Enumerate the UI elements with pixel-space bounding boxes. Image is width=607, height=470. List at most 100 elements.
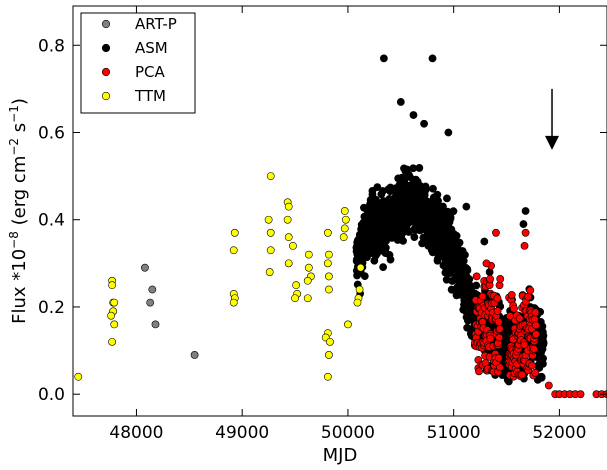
asm-point: [444, 128, 453, 137]
ttm-point: [324, 250, 333, 259]
pca-point: [531, 368, 540, 377]
data-points-layer: [74, 54, 607, 399]
pca-point: [528, 361, 536, 370]
ttm-point: [303, 276, 312, 285]
pca-point: [507, 290, 516, 299]
y-tick-label: 0.2: [38, 298, 65, 318]
asm-point: [434, 196, 442, 205]
pca-point: [531, 308, 540, 317]
pca-point: [494, 318, 503, 326]
x-tick-label: 52000: [532, 423, 586, 443]
pca-point: [493, 294, 502, 303]
ttm-point: [324, 351, 333, 359]
ttm-point: [291, 294, 299, 303]
asm-point: [521, 207, 530, 215]
ttm-point: [292, 281, 301, 290]
ttm-point: [266, 172, 275, 181]
pca-point: [526, 286, 535, 295]
asm-point: [472, 281, 481, 290]
asm-point: [415, 164, 424, 172]
y-tick-label: 0.6: [38, 123, 65, 143]
pca-point: [521, 228, 530, 237]
pca-point: [495, 333, 504, 342]
ttm-point: [341, 215, 350, 224]
ttm-point: [110, 298, 119, 307]
asm-point: [537, 373, 546, 382]
ttm-point: [324, 285, 333, 294]
ttm-point: [284, 259, 293, 268]
pca-point: [495, 325, 504, 333]
art-p-point: [146, 298, 155, 307]
pca-point: [492, 228, 500, 237]
ttm-point: [230, 228, 239, 237]
x-tick-label: 49000: [215, 423, 269, 443]
asm-point: [409, 111, 418, 119]
ttm-point: [264, 215, 273, 224]
asm-point: [462, 202, 471, 211]
arrow-head: [545, 135, 560, 150]
ttm-point: [304, 263, 313, 272]
pca-point: [510, 304, 518, 313]
ttm-point: [324, 272, 333, 281]
y-axis-title-exp3: −1: [7, 105, 21, 123]
ttm-point: [355, 285, 364, 294]
ttm-point: [323, 228, 332, 237]
legend: ART-P ASM PCA TTM: [80, 12, 196, 114]
pca-point: [486, 334, 495, 343]
ttm-point: [74, 372, 83, 381]
asm-point: [539, 331, 548, 340]
asm-point: [396, 98, 405, 106]
pca-point: [482, 259, 491, 268]
pca-point: [515, 314, 524, 323]
x-tick-label: 50000: [321, 423, 375, 443]
legend-marker: [101, 67, 111, 77]
pca-point: [496, 363, 504, 372]
asm-point: [449, 207, 458, 216]
pca-point: [486, 274, 494, 283]
ttm-point: [340, 207, 349, 215]
ttm-point: [283, 215, 292, 224]
legend-box: [80, 12, 196, 114]
ttm-point: [344, 320, 352, 329]
upper-limit-arrow: [545, 88, 560, 150]
legend-label: ART-P: [135, 15, 177, 33]
ttm-point: [353, 298, 362, 307]
asm-point: [386, 255, 395, 264]
ttm-point: [289, 241, 297, 250]
asm-point: [379, 263, 388, 272]
ttm-point: [266, 228, 275, 237]
plot-frame: [72, 5, 607, 417]
y-tick-label: 0.4: [38, 211, 65, 231]
art-p-point: [148, 285, 157, 294]
axis-ticks: 48000 49000 50000 51000 52000 0.0 0.2 0.4 0.6 0.8: [38, 6, 607, 443]
art-p-point: [151, 320, 160, 329]
asm-point: [373, 183, 382, 192]
ttm-point: [284, 202, 293, 211]
asm-point: [410, 233, 419, 242]
asm-point: [446, 214, 455, 223]
y-axis-title-units2: s: [9, 123, 30, 138]
ttm-point: [326, 337, 334, 346]
asm-point: [539, 339, 548, 347]
asm-point: [381, 243, 390, 252]
pca-point: [472, 272, 481, 281]
asm-point: [463, 266, 472, 275]
ttm-point: [323, 372, 332, 381]
asm-point: [420, 119, 428, 128]
y-tick-label: 0.8: [38, 36, 65, 56]
pca-point: [544, 381, 553, 390]
asm-point: [539, 354, 547, 363]
ttm-point: [110, 320, 119, 329]
pca-point: [576, 390, 585, 399]
asm-point: [519, 220, 528, 228]
ttm-point: [284, 233, 293, 242]
legend-marker: [101, 91, 111, 101]
pca-point: [475, 367, 483, 376]
asm-point: [455, 238, 464, 247]
y-axis-title-main: Flux *10: [9, 249, 30, 324]
pca-point: [478, 292, 487, 301]
art-p-point: [190, 351, 199, 359]
x-tick-label: 48000: [109, 423, 163, 443]
ttm-point: [339, 233, 348, 242]
